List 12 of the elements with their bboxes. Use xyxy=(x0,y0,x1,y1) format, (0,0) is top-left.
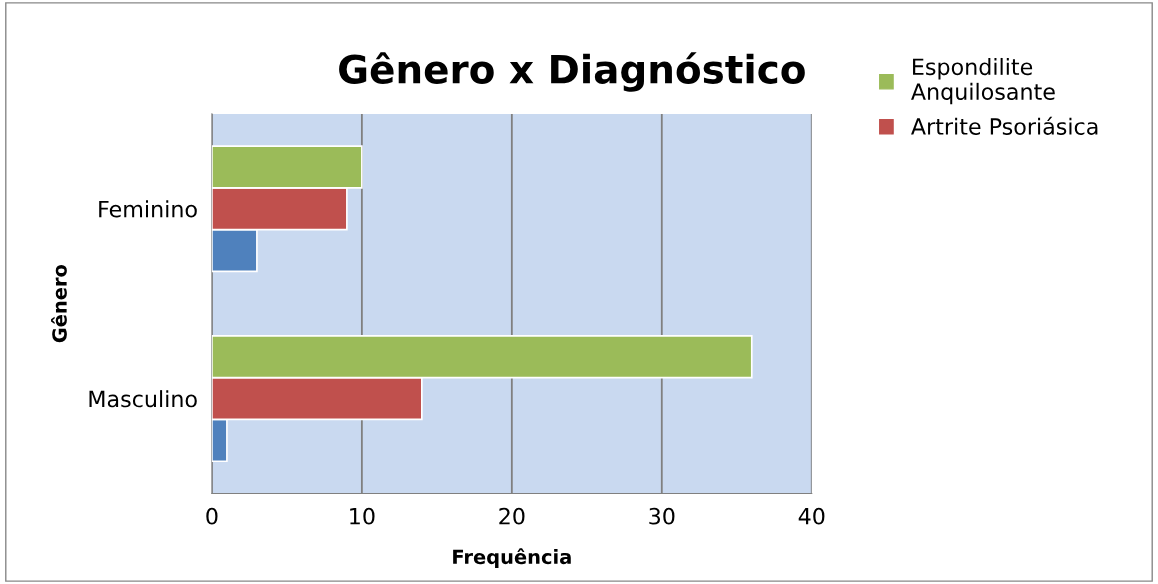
legend-label: Espondilite Anquilosante xyxy=(911,57,1055,105)
y-tick-label: Feminino xyxy=(99,200,197,218)
legend-label: Artrite Psoriásica xyxy=(911,116,1098,135)
chart-title: Gênero x Diagnóstico xyxy=(339,52,805,92)
x-axis-title: Frequência xyxy=(453,548,571,568)
x-tick-label: 40 xyxy=(798,507,825,525)
y-axis-title: Gênero xyxy=(51,264,67,343)
x-tick-label: 10 xyxy=(350,507,375,525)
x-tick-label: 20 xyxy=(499,507,525,525)
x-tick-label: 0 xyxy=(206,507,218,525)
x-tick-label: 30 xyxy=(649,507,675,525)
y-tick-label: Masculino xyxy=(89,390,197,408)
